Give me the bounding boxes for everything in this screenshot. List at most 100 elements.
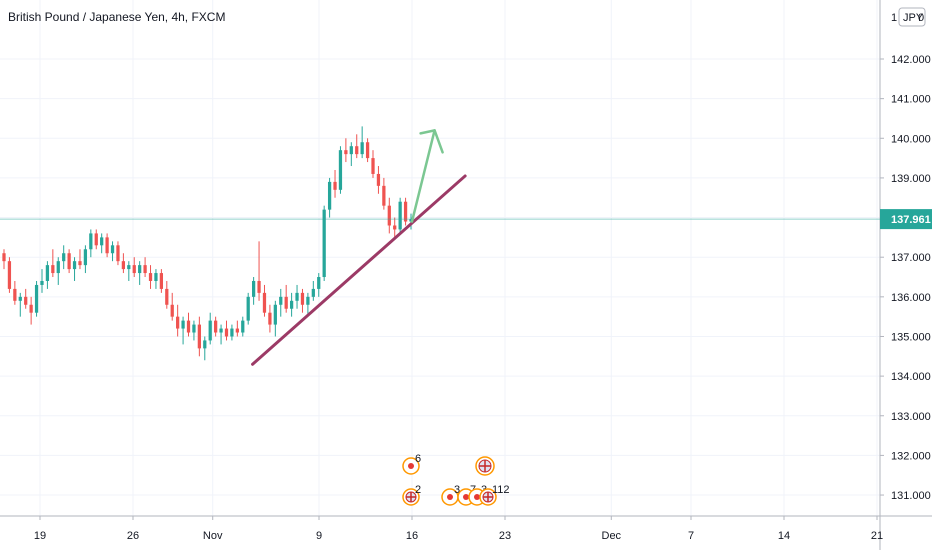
candle-body <box>376 173 381 186</box>
candle-body <box>355 146 359 155</box>
candle-body <box>40 280 44 285</box>
x-tick-label: 16 <box>406 530 418 542</box>
candle-body <box>306 296 310 305</box>
candle-body <box>170 304 174 317</box>
candle-body <box>148 273 153 281</box>
candle-body <box>365 142 370 159</box>
y-tick-label: 142.000 <box>891 54 931 66</box>
candle-body <box>72 261 77 270</box>
candle-body <box>322 209 326 278</box>
candle-body <box>382 185 386 206</box>
candle-body <box>24 296 28 305</box>
candle-body <box>230 328 234 337</box>
candle-body <box>262 292 267 313</box>
candle-body <box>13 288 17 301</box>
y-tick-label: 137.000 <box>891 252 931 264</box>
candle-body <box>409 219 413 222</box>
trendline[interactable] <box>251 174 467 366</box>
y-tick-label: 139.000 <box>891 173 931 185</box>
event-icon <box>474 494 480 500</box>
candle-body <box>127 265 131 270</box>
candle-body <box>208 320 212 341</box>
candle-body <box>138 265 142 274</box>
projection-arrow[interactable] <box>410 129 436 223</box>
candle-body <box>34 284 39 313</box>
candle-body <box>344 150 348 155</box>
candle-body <box>317 277 321 289</box>
x-tick-label: 9 <box>316 530 322 542</box>
currency-toggle[interactable]: 0 <box>918 12 924 24</box>
candle-body <box>349 146 353 155</box>
candle-body <box>29 304 33 313</box>
x-tick-label: 26 <box>127 530 139 542</box>
candle-body <box>116 245 120 262</box>
candle-body <box>279 296 283 305</box>
candle-body <box>268 312 272 325</box>
candle-body <box>100 237 104 246</box>
candle-body <box>398 201 402 230</box>
candle-body <box>295 292 299 301</box>
candle-body <box>241 320 245 333</box>
candle-body <box>110 245 115 254</box>
candle-body <box>154 273 158 281</box>
candle-body <box>403 201 408 222</box>
candle-body <box>246 296 250 321</box>
candle-body <box>257 280 261 293</box>
candle-body <box>18 296 22 301</box>
candle-body <box>56 261 60 274</box>
candle-body <box>219 328 223 333</box>
candle-body <box>197 324 201 349</box>
candle-body <box>143 265 147 274</box>
currency-badge[interactable] <box>898 7 926 27</box>
y-tick-label: 136.000 <box>891 292 931 304</box>
projection-arrow-head[interactable] <box>419 129 444 154</box>
candle-body <box>311 288 315 297</box>
candle-body <box>159 273 164 289</box>
x-tick-label: 23 <box>499 530 511 542</box>
candle-body <box>192 324 196 333</box>
candle-body <box>165 288 169 305</box>
x-tick-label: Dec <box>602 530 622 542</box>
x-tick-label: Nov <box>203 530 223 542</box>
candle-body <box>67 253 71 270</box>
candle-body <box>300 292 305 305</box>
candle-body <box>333 181 337 190</box>
candle-body <box>224 328 229 337</box>
candle-body <box>51 265 55 274</box>
candle-body <box>121 261 126 270</box>
candle-body <box>360 142 364 155</box>
candle-body <box>273 304 277 325</box>
chart-title: British Pound / Japanese Yen, 4h, FXCM <box>8 10 226 24</box>
y-tick-label: 141.000 <box>891 94 931 106</box>
current-price-label: 137.961 <box>891 214 931 226</box>
event-count: 112 <box>492 484 510 496</box>
event-icon <box>447 494 453 500</box>
event-icon <box>463 494 469 500</box>
candle-body <box>327 181 332 210</box>
candle-body <box>338 150 343 190</box>
currency-label[interactable]: JPY <box>903 12 924 24</box>
candle-body <box>371 158 375 174</box>
y-tick-label: 133.000 <box>891 411 931 423</box>
event-count: 2 <box>415 484 421 496</box>
event-count: 6 <box>415 453 421 465</box>
current-price-tag <box>880 209 932 230</box>
candle-body <box>62 253 66 262</box>
y-tick-label: 132.000 <box>891 450 931 462</box>
candle-body <box>176 316 180 329</box>
candle-body <box>83 249 88 266</box>
y-tick-label: 135.000 <box>891 331 931 343</box>
x-tick-label: 7 <box>688 530 694 542</box>
y-tick-label: 134.000 <box>891 371 931 383</box>
candle-body <box>105 237 109 254</box>
candle-body <box>7 261 12 289</box>
candle-body <box>251 280 256 297</box>
y-tick-label: 140.000 <box>891 133 931 145</box>
candle-body <box>203 340 207 349</box>
candle-body <box>181 320 185 329</box>
candle-body <box>89 233 93 250</box>
candle-body <box>284 296 288 309</box>
event-icon <box>408 463 414 469</box>
event-count: 3 <box>454 484 460 496</box>
